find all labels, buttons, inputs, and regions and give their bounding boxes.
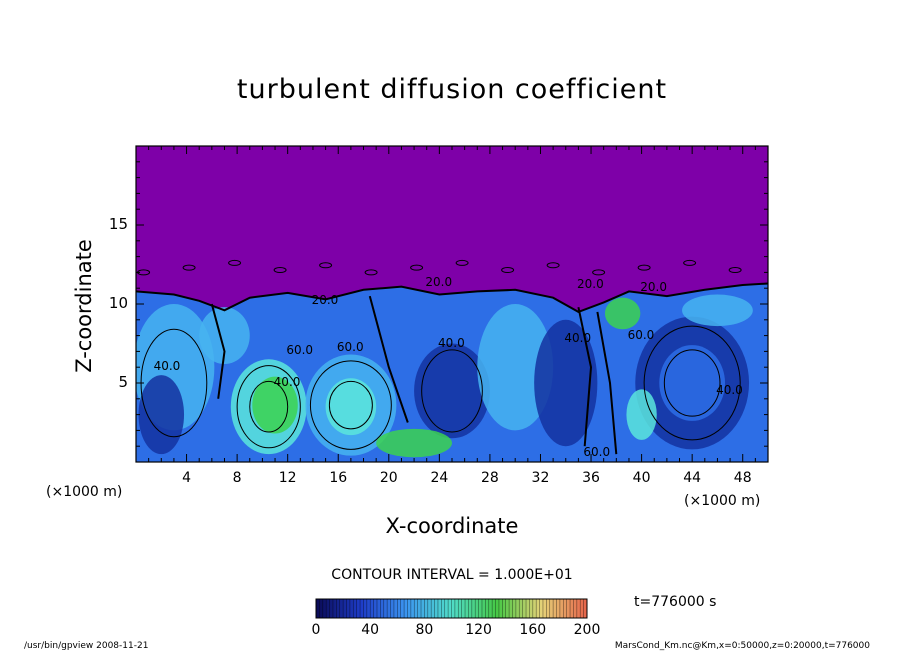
contour-fragment [546, 262, 560, 269]
contour-label: 20.0 [577, 277, 604, 292]
contour-label: 20.0 [425, 275, 453, 290]
x-tick-label: 36 [582, 470, 600, 486]
field-blob [534, 319, 598, 447]
field-blob [604, 297, 641, 330]
colorbar-tick-label: 120 [465, 622, 492, 638]
contour-ring [421, 349, 483, 433]
field-blob [325, 378, 377, 436]
contour-label: 60.0 [286, 343, 314, 358]
contour-fragment [728, 267, 742, 274]
x-tick-label: 48 [733, 470, 752, 486]
y-tick-marks [136, 161, 768, 447]
colorbar [315, 598, 588, 619]
field-blob [477, 304, 554, 431]
x-tick-label: 40 [632, 470, 651, 486]
y-tick-label: 5 [118, 373, 128, 391]
contour-label: 40.0 [438, 335, 465, 350]
contour-label: 20.0 [311, 292, 339, 307]
x-tick-marks [148, 146, 756, 462]
x-unit-right: (×1000 m) [684, 493, 761, 509]
contour-label: 40.0 [273, 375, 301, 389]
contour-label: 20.0 [640, 280, 667, 295]
colorbar-tick-label: 200 [573, 622, 601, 638]
x-tick-label: 28 [480, 470, 499, 486]
y-axis-label: Z-coordinate [72, 239, 96, 373]
x-tick-label: 8 [232, 470, 242, 486]
contour-ring [663, 349, 721, 417]
field-blob [659, 345, 726, 421]
contour-ring [309, 360, 392, 450]
contour-label: 60.0 [583, 444, 611, 459]
colorbar-tick-label: 0 [311, 622, 321, 638]
colorbar-tick-label: 160 [519, 622, 547, 638]
contour-fragment [410, 264, 424, 271]
contour-fragment [637, 264, 651, 271]
contour-streak [577, 306, 593, 447]
x-tick-label: 16 [329, 470, 348, 486]
contour-label: 40.0 [564, 330, 592, 345]
field-blob [682, 294, 753, 327]
contour-fragment [455, 259, 469, 266]
contour-ring [249, 380, 289, 433]
x-tick-label: 4 [182, 470, 191, 486]
field-layer [136, 146, 768, 462]
contour-fragment [273, 267, 287, 274]
contour-label: 40.0 [153, 359, 181, 374]
contour-fragment [683, 259, 697, 266]
boundary-contour [136, 282, 768, 313]
contour-streak [596, 311, 618, 455]
field-blob [138, 375, 185, 455]
colorbar-tick-label: 40 [361, 622, 380, 638]
contour-streak [368, 295, 409, 423]
contour-fragment [182, 264, 196, 271]
x-tick-label: 24 [430, 470, 449, 486]
field-blob [414, 343, 490, 439]
x-unit-left: (×1000 m) [46, 484, 123, 500]
contour-label: 60.0 [336, 340, 364, 355]
time-label: t=776000 s [634, 594, 717, 610]
contour-streak [210, 303, 226, 399]
chart-title: turbulent diffusion coefficient [236, 74, 668, 105]
field-blob [252, 376, 298, 434]
footer-right: MarsCond_Km.nc@Km,x=0:50000,z=0:20000,t=… [614, 641, 870, 651]
contour-ring [328, 380, 373, 430]
contour-fragment [319, 262, 333, 269]
colorbar-tick-label: 80 [415, 622, 434, 638]
contour-label: 40.0 [716, 382, 743, 397]
contour-ring [236, 365, 301, 449]
x-tick-label: 20 [379, 470, 398, 486]
field-blob [199, 307, 250, 365]
contour-interval: CONTOUR INTERVAL = 1.000E+01 [331, 567, 573, 583]
x-tick-label: 44 [683, 470, 702, 486]
field-blob [376, 428, 452, 458]
x-tick-label: 32 [531, 470, 550, 486]
contour-ring [643, 325, 741, 441]
contour-fragment [364, 269, 378, 276]
x-axis-label: X-coordinate [385, 514, 519, 538]
x-tick-label: 12 [278, 470, 297, 486]
field-blob [626, 389, 657, 440]
contour-layer [136, 259, 768, 455]
y-tick-label: 15 [108, 215, 128, 233]
y-tick-label: 10 [108, 294, 128, 312]
contour-fragment [592, 269, 606, 276]
contour-fragment [228, 259, 242, 266]
contour-label: 60.0 [627, 327, 655, 342]
contour-fragment [501, 267, 515, 274]
footer-left: /usr/bin/gpview 2008-11-21 [24, 641, 149, 651]
